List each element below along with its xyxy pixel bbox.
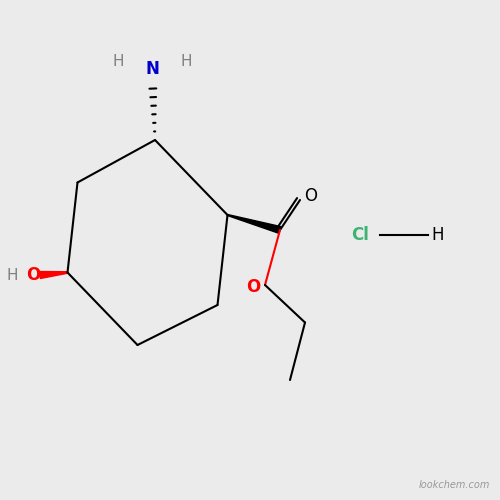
Text: Cl: Cl — [351, 226, 369, 244]
Polygon shape — [40, 272, 68, 278]
Text: O: O — [246, 278, 260, 296]
Polygon shape — [228, 214, 281, 234]
Text: H: H — [181, 54, 192, 68]
Text: N: N — [146, 60, 160, 78]
Text: H: H — [431, 226, 444, 244]
Text: H: H — [113, 54, 124, 68]
Text: lookchem.com: lookchem.com — [418, 480, 490, 490]
Text: O: O — [304, 187, 318, 205]
Text: H: H — [6, 268, 18, 282]
Polygon shape — [42, 272, 68, 275]
Text: O: O — [26, 266, 40, 284]
